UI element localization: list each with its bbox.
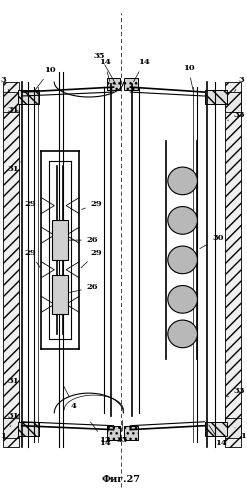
Text: 33: 33 [227, 110, 246, 120]
Text: 26: 26 [63, 236, 99, 244]
Bar [205, 422, 227, 436]
Text: 29: 29 [81, 249, 103, 268]
Ellipse shape [168, 286, 197, 313]
Text: 14: 14 [99, 58, 110, 82]
Ellipse shape [168, 167, 197, 194]
Text: 14: 14 [209, 425, 227, 448]
Text: 12: 12 [90, 422, 110, 444]
Bar [3, 92, 19, 112]
Bar [124, 78, 138, 90]
Text: 1: 1 [0, 426, 11, 440]
Text: 35: 35 [117, 420, 128, 444]
Text: 10: 10 [183, 64, 194, 90]
Bar [225, 92, 241, 112]
Text: 4: 4 [63, 386, 77, 410]
Text: 31: 31 [8, 378, 22, 388]
Bar [3, 82, 19, 448]
Text: 29: 29 [82, 200, 103, 209]
Bar [107, 78, 121, 90]
Ellipse shape [168, 246, 197, 274]
Bar [124, 426, 138, 440]
Text: 31: 31 [8, 412, 20, 420]
Text: 3: 3 [234, 76, 245, 92]
Text: 1: 1 [235, 428, 246, 440]
Ellipse shape [168, 320, 197, 347]
Bar [107, 426, 121, 440]
Bar [52, 274, 68, 314]
Text: 26: 26 [63, 284, 99, 294]
Bar [52, 220, 68, 260]
Text: 29: 29 [25, 200, 41, 210]
Text: 29: 29 [25, 249, 40, 268]
Bar [3, 418, 19, 438]
Text: 33: 33 [227, 387, 246, 397]
Text: 31: 31 [8, 161, 22, 173]
Text: 31: 31 [8, 106, 20, 114]
Text: Фиг.27: Фиг.27 [102, 474, 141, 484]
Text: 35: 35 [94, 52, 116, 84]
Text: 30: 30 [200, 234, 224, 248]
Bar [18, 90, 40, 104]
Text: 10: 10 [35, 66, 56, 90]
Text: 14: 14 [134, 58, 150, 82]
Ellipse shape [168, 206, 197, 234]
Bar [225, 418, 241, 438]
Text: 14: 14 [99, 426, 110, 448]
Text: 3: 3 [0, 76, 9, 92]
Bar [205, 90, 227, 104]
Bar [18, 422, 40, 436]
Bar [225, 82, 241, 448]
